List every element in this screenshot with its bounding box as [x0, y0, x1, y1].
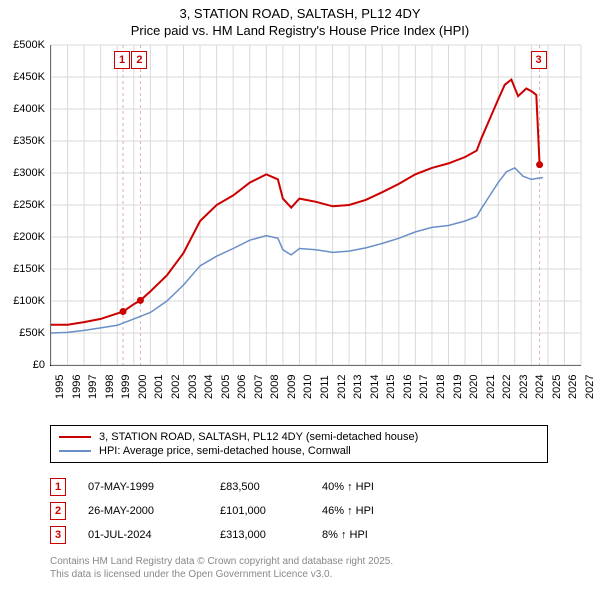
y-tick-label: £350K	[13, 135, 45, 147]
legend: 3, STATION ROAD, SALTASH, PL12 4DY (semi…	[50, 425, 548, 463]
footer-line: Contains HM Land Registry data © Crown c…	[50, 556, 393, 569]
title-subtitle: Price paid vs. HM Land Registry's House …	[0, 23, 600, 40]
sale-date: 01-JUL-2024	[88, 529, 198, 541]
sale-marker-icon: 2	[131, 51, 147, 69]
y-tick-label: £50K	[19, 327, 45, 339]
x-tick-label: 2013	[352, 375, 364, 399]
x-tick-label: 2027	[584, 375, 596, 399]
sales-row: 1 07-MAY-1999 £83,500 40% ↑ HPI	[50, 475, 422, 499]
legend-row: 3, STATION ROAD, SALTASH, PL12 4DY (semi…	[59, 430, 539, 444]
y-tick-label: £0	[33, 359, 45, 371]
x-tick-label: 2025	[551, 375, 563, 399]
x-tick-label: 2001	[153, 375, 165, 399]
x-tick-label: 2009	[286, 375, 298, 399]
y-tick-label: £150K	[13, 263, 45, 275]
title-block: 3, STATION ROAD, SALTASH, PL12 4DY Price…	[0, 0, 600, 40]
y-tick-label: £500K	[13, 39, 45, 51]
x-tick-label: 2020	[468, 375, 480, 399]
sale-marker-icon: 1	[114, 51, 130, 69]
sales-row: 3 01-JUL-2024 £313,000 8% ↑ HPI	[50, 523, 422, 547]
x-tick-label: 1998	[104, 375, 116, 399]
x-tick-label: 2004	[203, 375, 215, 399]
chart-container: 3, STATION ROAD, SALTASH, PL12 4DY Price…	[0, 0, 600, 590]
sales-table: 1 07-MAY-1999 £83,500 40% ↑ HPI 2 26-MAY…	[50, 475, 422, 547]
x-tick-label: 2010	[302, 375, 314, 399]
x-tick-label: 2022	[501, 375, 513, 399]
x-tick-label: 2008	[269, 375, 281, 399]
x-tick-label: 1999	[120, 375, 132, 399]
sale-pct: 46% ↑ HPI	[322, 505, 422, 517]
legend-swatch	[59, 436, 91, 438]
plot-area	[50, 45, 581, 366]
x-tick-label: 2023	[518, 375, 530, 399]
legend-swatch	[59, 450, 91, 452]
sale-date: 26-MAY-2000	[88, 505, 198, 517]
sale-marker-icon: 2	[50, 502, 66, 520]
sales-row: 2 26-MAY-2000 £101,000 46% ↑ HPI	[50, 499, 422, 523]
x-tick-label: 2006	[236, 375, 248, 399]
y-tick-label: £450K	[13, 71, 45, 83]
y-tick-label: £100K	[13, 295, 45, 307]
x-tick-label: 2018	[435, 375, 447, 399]
sale-marker-icon: 3	[50, 526, 66, 544]
sale-price: £83,500	[220, 481, 300, 493]
x-tick-label: 2021	[485, 375, 497, 399]
x-tick-label: 2000	[137, 375, 149, 399]
x-tick-label: 2011	[319, 375, 331, 399]
footer-line: This data is licensed under the Open Gov…	[50, 569, 393, 582]
sale-marker-icon: 3	[531, 51, 547, 69]
sale-pct: 8% ↑ HPI	[322, 529, 422, 541]
sale-price: £313,000	[220, 529, 300, 541]
y-tick-label: £400K	[13, 103, 45, 115]
x-tick-label: 2026	[567, 375, 579, 399]
x-tick-label: 2005	[220, 375, 232, 399]
x-tick-label: 1997	[87, 375, 99, 399]
x-tick-label: 2012	[336, 375, 348, 399]
legend-label: 3, STATION ROAD, SALTASH, PL12 4DY (semi…	[99, 431, 418, 443]
x-tick-label: 2002	[170, 375, 182, 399]
x-tick-label: 2014	[369, 375, 381, 399]
y-tick-label: £300K	[13, 167, 45, 179]
x-tick-label: 1995	[54, 375, 66, 399]
legend-row: HPI: Average price, semi-detached house,…	[59, 444, 539, 458]
title-address: 3, STATION ROAD, SALTASH, PL12 4DY	[0, 6, 600, 23]
x-tick-label: 2015	[385, 375, 397, 399]
x-tick-label: 2016	[402, 375, 414, 399]
sale-price: £101,000	[220, 505, 300, 517]
y-tick-label: £250K	[13, 199, 45, 211]
plot-svg	[51, 45, 581, 365]
x-tick-label: 1996	[71, 375, 83, 399]
sale-marker-icon: 1	[50, 478, 66, 496]
sale-pct: 40% ↑ HPI	[322, 481, 422, 493]
x-tick-label: 2024	[534, 375, 546, 399]
x-tick-label: 2007	[253, 375, 265, 399]
footer: Contains HM Land Registry data © Crown c…	[50, 556, 393, 581]
y-tick-label: £200K	[13, 231, 45, 243]
x-tick-label: 2019	[452, 375, 464, 399]
x-tick-label: 2017	[418, 375, 430, 399]
x-tick-label: 2003	[187, 375, 199, 399]
legend-label: HPI: Average price, semi-detached house,…	[99, 445, 351, 457]
sale-date: 07-MAY-1999	[88, 481, 198, 493]
